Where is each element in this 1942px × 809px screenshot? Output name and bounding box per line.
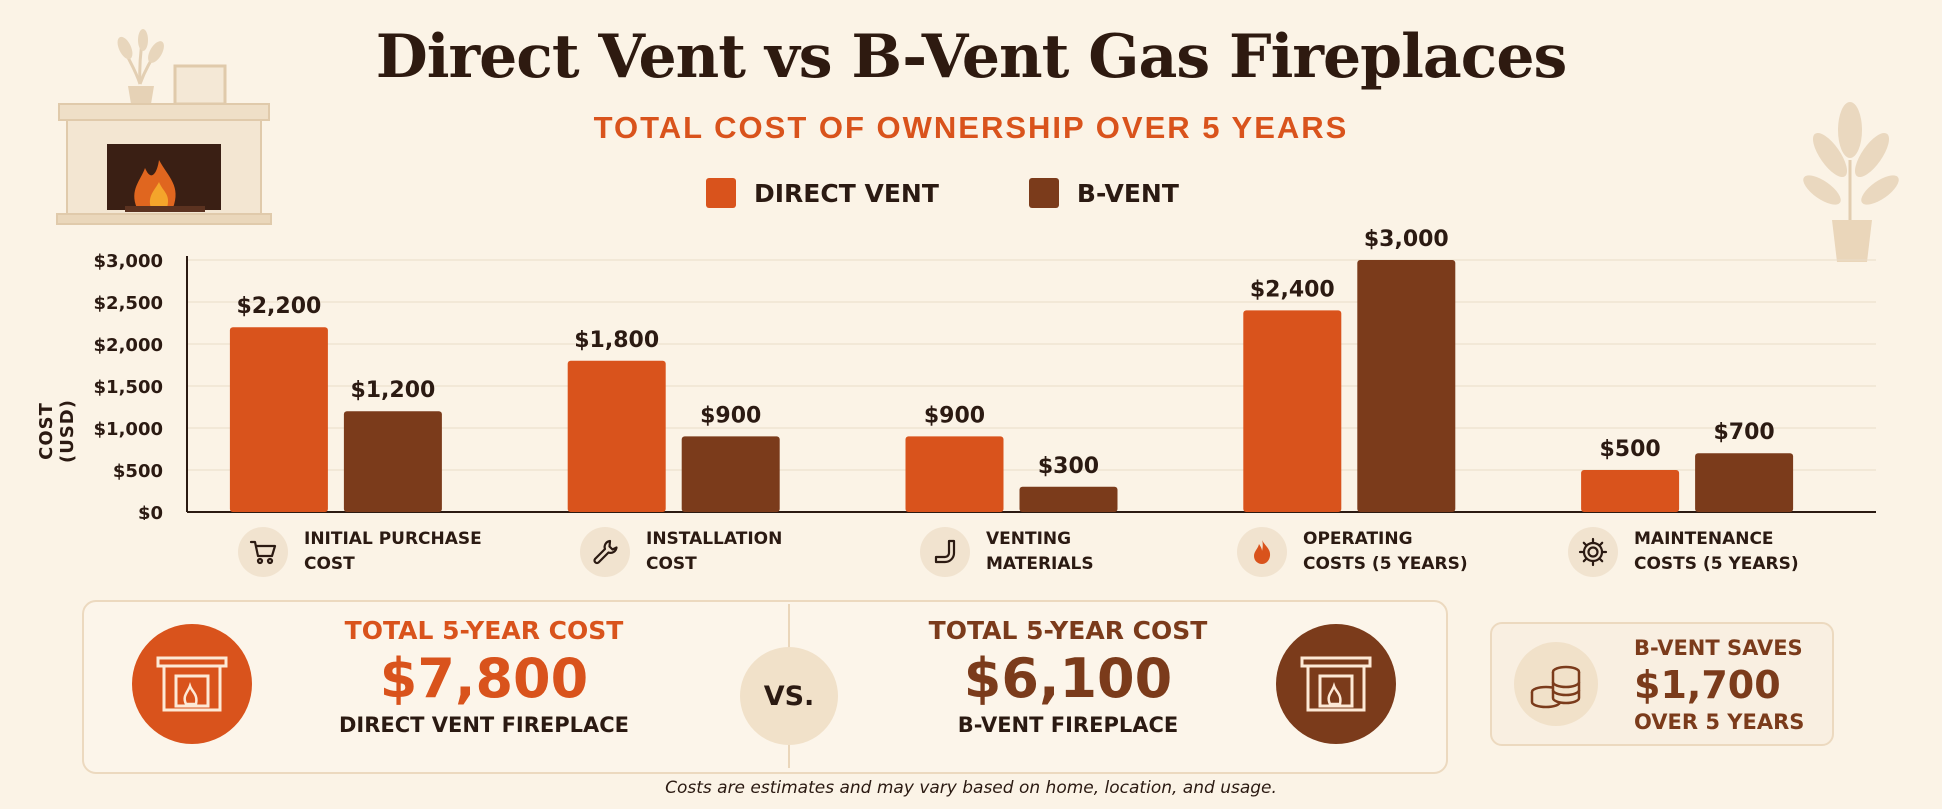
bar-b-vent (343, 411, 442, 512)
bar-value-label: $900 (924, 403, 985, 428)
page-title: Direct Vent vs B-Vent Gas Fireplaces (375, 22, 1568, 92)
bar-b-vent (1357, 260, 1456, 512)
bar-direct-vent (905, 436, 1004, 512)
bar-value-label: $2,200 (236, 294, 321, 319)
y-tick-label: $2,000 (94, 335, 163, 356)
vent-pipe-icon (920, 527, 970, 577)
bar-value-label: $500 (1599, 437, 1660, 462)
category-initial-purchase: INITIAL PURCHASE COST (238, 527, 482, 577)
savings-label: OVER 5 YEARS (1634, 710, 1805, 734)
category-operating: OPERATING COSTS (5 YEARS) (1237, 527, 1468, 577)
category-label: INSTALLATION COST (646, 529, 783, 574)
category-installation: INSTALLATION COST (580, 527, 782, 577)
b-vent-total-heading: TOTAL 5-YEAR COST (928, 616, 1208, 645)
b-vent-total-label: B-VENT FIREPLACE (957, 713, 1179, 737)
b-vent-total: TOTAL 5-YEAR COST $6,100 B-VENT FIREPLAC… (880, 616, 1256, 737)
wrench-icon (580, 527, 630, 577)
y-tick-label: $3,000 (94, 251, 163, 272)
b-vent-total-value: $6,100 (963, 647, 1173, 710)
category-maintenance: MAINTENANCE COSTS (5 YEARS) (1568, 527, 1799, 577)
category-venting: VENTING MATERIALS (920, 527, 1094, 577)
bar-value-label: $900 (700, 403, 761, 428)
bar-value-label: $3,000 (1364, 227, 1449, 252)
shopping-cart-icon (238, 527, 288, 577)
y-tick-label: $500 (113, 461, 163, 482)
category-label: VENTING MATERIALS (986, 529, 1094, 574)
direct-vent-total-heading: TOTAL 5-YEAR COST (344, 616, 624, 645)
bar-direct-vent (1243, 310, 1342, 512)
bar-value-label: $300 (1038, 454, 1099, 479)
bar-value-label: $1,200 (350, 378, 435, 403)
y-tick-label: $1,500 (94, 377, 163, 398)
legend-swatch-b-vent (1028, 178, 1059, 208)
gear-icon (1568, 527, 1618, 577)
bar-b-vent (681, 436, 780, 512)
bar-value-label: $2,400 (1250, 277, 1335, 302)
bar-value-label: $1,800 (574, 328, 659, 353)
plant-illustration (1803, 102, 1899, 262)
fireplace-illustration (56, 29, 272, 225)
flame-icon (1237, 527, 1287, 577)
coins-icon (1514, 642, 1598, 726)
legend-item-direct-vent: DIRECT VENT (706, 178, 939, 208)
savings-text: B-VENT SAVES $1,700 OVER 5 YEARS (1634, 636, 1804, 734)
bar-b-vent (1019, 486, 1118, 512)
y-tick-label: $1,000 (94, 419, 163, 440)
legend-label-b-vent: B-VENT (1076, 178, 1179, 208)
savings-value: $1,700 (1634, 663, 1781, 707)
chart-legend: DIRECT VENT B-VENT (706, 178, 1179, 208)
footnote: Costs are estimates and may vary based o… (665, 778, 1277, 798)
bar-b-vent (1695, 453, 1794, 512)
direct-vent-total: TOTAL 5-YEAR COST $7,800 DIRECT VENT FIR… (296, 616, 672, 737)
category-label: MAINTENANCE COSTS (5 YEARS) (1634, 529, 1799, 574)
legend-label-direct-vent: DIRECT VENT (754, 178, 939, 208)
y-tick-label: $2,500 (94, 293, 163, 314)
category-label: INITIAL PURCHASE COST (304, 529, 482, 574)
y-tick-label: $0 (138, 503, 163, 520)
bar-direct-vent (229, 327, 328, 512)
bar-direct-vent (567, 360, 666, 512)
b-vent-fireplace-icon (1276, 624, 1396, 744)
legend-swatch-direct-vent (706, 178, 736, 208)
bar-chart: $0 $500 $1,000 $1,500 $2,000 $2,500 $3,000 $2,2… (94, 227, 1876, 520)
page-subtitle: TOTAL COST OF OWNERSHIP OVER 5 YEARS (593, 110, 1349, 145)
legend-item-b-vent: B-VENT (1028, 178, 1179, 208)
direct-vent-total-label: DIRECT VENT FIREPLACE (338, 713, 630, 737)
bar-direct-vent (1581, 470, 1680, 512)
savings-heading: B-VENT SAVES (1634, 636, 1803, 660)
direct-vent-total-value: $7,800 (379, 647, 589, 710)
bar-value-label: $700 (1713, 420, 1774, 445)
category-label: OPERATING COSTS (5 YEARS) (1303, 529, 1468, 574)
direct-vent-fireplace-icon (132, 624, 252, 744)
vs-badge: VS. (740, 647, 838, 745)
